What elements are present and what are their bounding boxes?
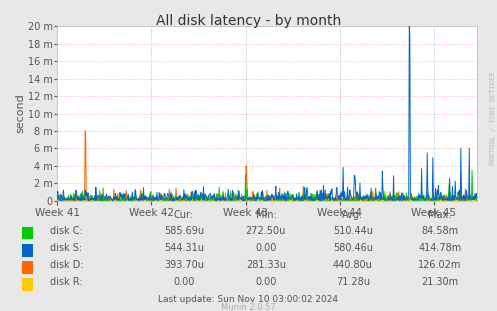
Text: 71.28u: 71.28u	[336, 277, 370, 287]
Text: 440.80u: 440.80u	[333, 260, 373, 270]
Text: Cur:: Cur:	[174, 210, 194, 220]
Text: All disk latency - by month: All disk latency - by month	[156, 14, 341, 28]
Text: disk C:: disk C:	[50, 226, 83, 236]
Text: disk D:: disk D:	[50, 260, 83, 270]
Text: 544.31u: 544.31u	[164, 243, 204, 253]
Text: Min:: Min:	[255, 210, 276, 220]
Text: 281.33u: 281.33u	[246, 260, 286, 270]
Text: 393.70u: 393.70u	[164, 260, 204, 270]
Text: 414.78m: 414.78m	[418, 243, 462, 253]
Text: Munin 2.0.57: Munin 2.0.57	[221, 303, 276, 311]
Text: disk R:: disk R:	[50, 277, 83, 287]
Text: 580.46u: 580.46u	[333, 243, 373, 253]
Text: RRDTOOL / TOBI OETIKER: RRDTOOL / TOBI OETIKER	[490, 72, 496, 165]
Text: Max:: Max:	[428, 210, 452, 220]
Text: Last update: Sun Nov 10 03:00:02 2024: Last update: Sun Nov 10 03:00:02 2024	[159, 295, 338, 304]
Text: 272.50u: 272.50u	[246, 226, 286, 236]
Text: 0.00: 0.00	[255, 243, 277, 253]
Text: 0.00: 0.00	[173, 277, 195, 287]
Text: disk S:: disk S:	[50, 243, 82, 253]
Text: 510.44u: 510.44u	[333, 226, 373, 236]
Text: 21.30m: 21.30m	[421, 277, 458, 287]
Text: 0.00: 0.00	[255, 277, 277, 287]
Text: 84.58m: 84.58m	[421, 226, 458, 236]
Y-axis label: second: second	[15, 94, 25, 133]
Text: Avg:: Avg:	[342, 210, 363, 220]
Text: 126.02m: 126.02m	[418, 260, 462, 270]
Text: 585.69u: 585.69u	[164, 226, 204, 236]
